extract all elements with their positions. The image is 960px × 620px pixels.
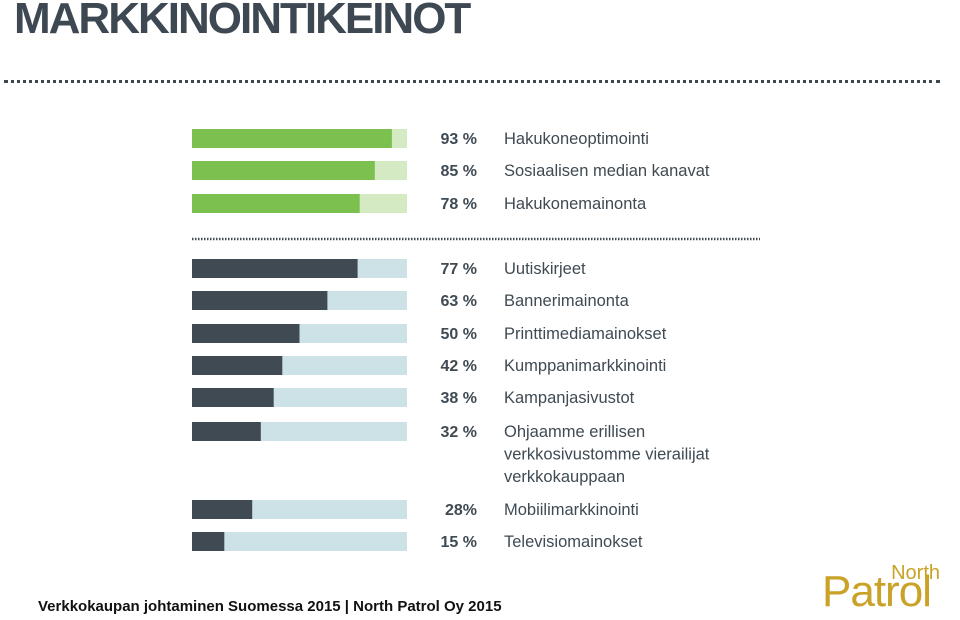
category-label: Uutiskirjeet <box>504 260 586 278</box>
north-patrol-logo: North Patrol <box>822 562 960 620</box>
value-label: 32 % <box>441 424 477 441</box>
value-label: 78 % <box>441 196 477 213</box>
category-label: verkkokauppaan <box>504 468 625 486</box>
bar <box>192 324 300 343</box>
footer-source: Verkkokaupan johtaminen Suomessa 2015 | … <box>38 598 502 615</box>
category-label: Sosiaalisen median kanavat <box>504 162 710 180</box>
bar <box>192 291 328 310</box>
bar-track <box>192 532 407 551</box>
value-label: 85 % <box>441 163 477 180</box>
category-label: Mobiilimarkkinointi <box>504 501 639 519</box>
bar <box>192 356 283 375</box>
category-label: Hakukonemainonta <box>504 195 647 213</box>
value-label: 28% <box>445 502 477 519</box>
bar <box>192 161 375 180</box>
logo-word-patrol: Patrol <box>822 567 932 616</box>
category-label: Hakukoneoptimointi <box>504 130 649 148</box>
value-label: 93 % <box>441 131 477 148</box>
value-label: 77 % <box>441 261 477 278</box>
category-label: Kumppanimarkkinointi <box>504 357 666 375</box>
category-label: verkkosivustomme vierailijat <box>504 446 710 464</box>
page-title: MARKKINOINTIKEINOT <box>14 0 471 43</box>
value-label: 38 % <box>441 390 477 407</box>
bar <box>192 500 253 519</box>
title-divider <box>4 80 940 83</box>
value-label: 63 % <box>441 293 477 310</box>
value-label: 50 % <box>441 326 477 343</box>
bar <box>192 259 358 278</box>
bar <box>192 194 360 213</box>
category-label: Ohjaamme erillisen <box>504 423 645 441</box>
category-label: Printtimediamainokset <box>504 325 667 343</box>
bar <box>192 129 392 148</box>
logo-word-north: North <box>891 562 940 584</box>
category-label: Kampanjasivustot <box>504 389 635 407</box>
bar <box>192 388 274 407</box>
category-label: Bannerimainonta <box>504 292 630 310</box>
category-label: Televisiomainokset <box>504 533 643 551</box>
bar <box>192 422 261 441</box>
value-label: 15 % <box>441 534 477 551</box>
value-label: 42 % <box>441 358 477 375</box>
bar <box>192 532 225 551</box>
